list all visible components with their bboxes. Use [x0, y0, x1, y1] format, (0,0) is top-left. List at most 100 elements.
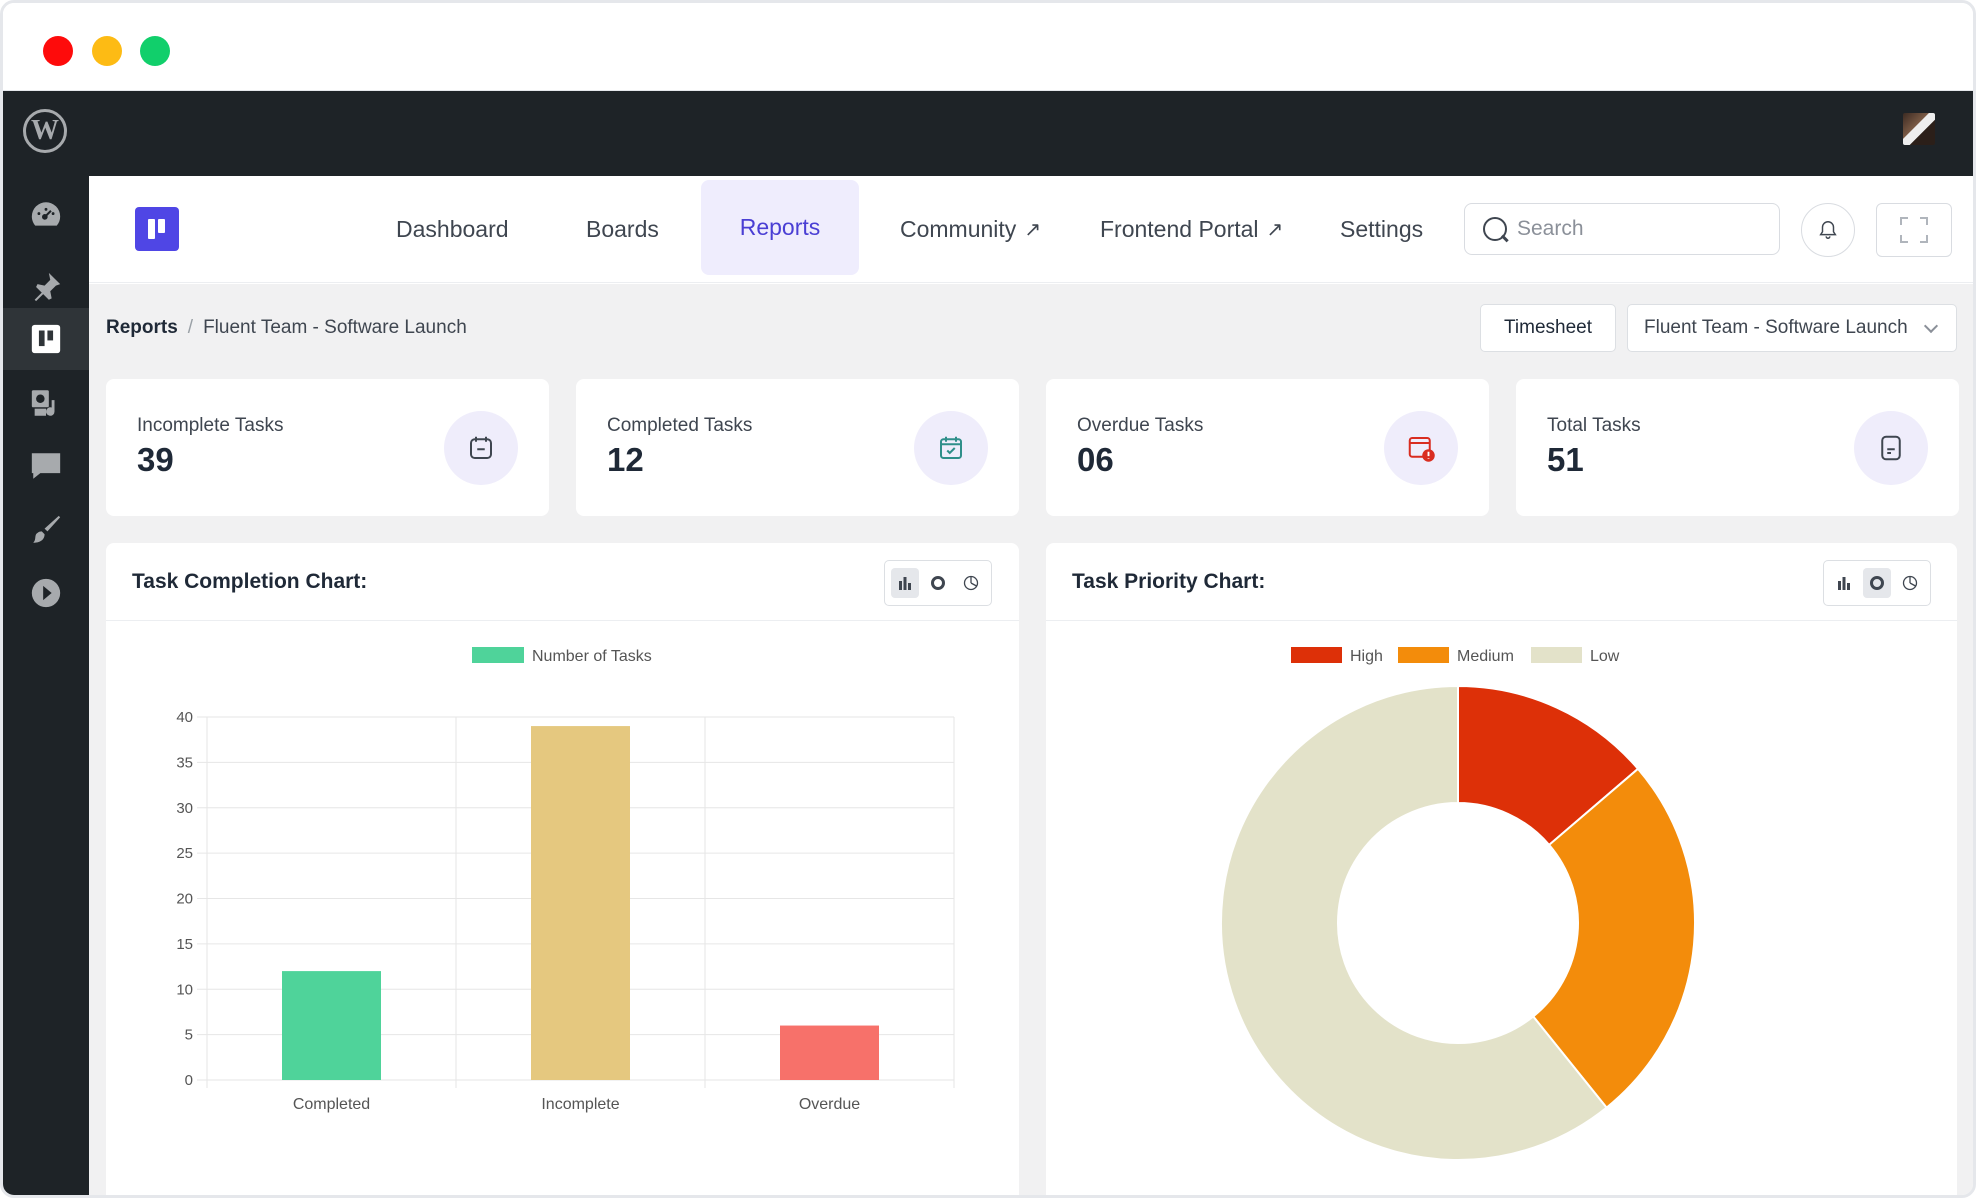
breadcrumb-current: Fluent Team - Software Launch [203, 317, 467, 338]
tab-boards[interactable]: Boards [586, 176, 659, 283]
maximize-window-button[interactable] [140, 36, 170, 66]
fullscreen-button[interactable] [1876, 203, 1952, 257]
external-link-icon: ↗ [1266, 219, 1284, 241]
stat-card-overdue: Overdue Tasks 06 [1046, 379, 1489, 516]
x-tick-label: Incomplete [541, 1096, 619, 1113]
reports-content: Reports / Fluent Team - Software Launch Ti… [89, 284, 1973, 1195]
timesheet-button[interactable]: Timesheet [1480, 304, 1616, 352]
chart-type-toggle [1823, 560, 1931, 606]
bar-overdue [780, 1025, 879, 1080]
admin-sidebar [3, 176, 89, 1195]
tab-community[interactable]: Community ↗ [900, 176, 1041, 283]
chart-type-toggle [884, 560, 992, 606]
bar-incomplete [531, 726, 630, 1080]
stat-label: Total Tasks [1547, 415, 1641, 436]
doughnut-chart-toggle[interactable] [1862, 568, 1891, 598]
sidebar-item-posts[interactable] [3, 256, 89, 318]
task-priority-chart-card: Task Priority Chart: High Medium Low [1046, 543, 1957, 1195]
calendar-alert-icon [1384, 411, 1458, 485]
avatar[interactable] [1903, 113, 1935, 145]
gauge-icon [31, 202, 61, 226]
tab-community-label: Community [900, 216, 1017, 242]
fullscreen-icon [1900, 217, 1928, 243]
search-icon [1483, 217, 1507, 241]
tab-reports[interactable]: Reports [701, 180, 859, 275]
task-completion-bar-chart: Number of Tasks 0 5 10 15 20 25 30 35 40 Completed… [176, 647, 955, 1113]
chart-header: Task Completion Chart: [106, 543, 1019, 621]
legend-label: Number of Tasks [532, 648, 652, 665]
y-tick-label: 10 [176, 981, 193, 998]
legend-swatch [1291, 647, 1342, 663]
legend-swatch [472, 647, 524, 663]
calendar-minus-icon [444, 411, 518, 485]
notifications-button[interactable] [1801, 203, 1855, 257]
y-tick-label: 35 [176, 754, 193, 771]
external-link-icon: ↗ [1024, 219, 1042, 241]
legend-label: Low [1590, 648, 1620, 665]
window-titlebar [3, 3, 1973, 91]
legend-swatch [1531, 647, 1582, 663]
play-circle-icon [31, 578, 61, 608]
calendar-check-icon [914, 411, 988, 485]
sidebar-item-fluent-boards[interactable] [3, 308, 89, 370]
admin-bar: W [3, 91, 1973, 176]
stat-value: 12 [607, 441, 644, 478]
chart-header: Task Priority Chart: [1046, 543, 1957, 621]
close-window-button[interactable] [43, 36, 73, 66]
legend-swatch [1398, 647, 1449, 663]
pie-chart-toggle[interactable] [1896, 568, 1924, 598]
tab-frontend-portal[interactable]: Frontend Portal ↗ [1100, 176, 1283, 283]
pin-icon [34, 272, 61, 302]
search-input[interactable] [1517, 217, 1757, 241]
y-tick-label: 30 [176, 800, 193, 817]
chevron-down-icon [1923, 318, 1939, 334]
bar-chart-icon [899, 577, 912, 590]
board-select[interactable]: Fluent Team - Software Launch [1627, 304, 1957, 352]
breadcrumb-root-link[interactable]: Reports [106, 317, 178, 338]
chart-title: Task Priority Chart: [1072, 570, 1266, 593]
bar-chart-icon [1838, 577, 1851, 590]
search-box[interactable] [1464, 203, 1780, 255]
stat-label: Overdue Tasks [1077, 415, 1204, 436]
minimize-window-button[interactable] [92, 36, 122, 66]
doughnut-chart-toggle[interactable] [924, 568, 952, 598]
x-tick-label: Overdue [799, 1096, 860, 1113]
bar-chart-toggle[interactable] [891, 568, 920, 598]
fluent-boards-logo[interactable] [135, 207, 179, 251]
bar-chart-toggle[interactable] [1830, 568, 1858, 598]
breadcrumb-separator: / [187, 317, 194, 338]
stat-label: Incomplete Tasks [137, 415, 284, 436]
sidebar-item-plugins[interactable] [3, 562, 89, 624]
pie-chart-toggle[interactable] [957, 568, 985, 598]
y-tick-label: 20 [176, 891, 193, 908]
brush-icon [33, 515, 61, 543]
tab-dashboard-label: Dashboard [396, 216, 509, 242]
sidebar-item-dashboard[interactable] [3, 184, 89, 246]
media-icon [31, 390, 55, 416]
tab-frontend-portal-label: Frontend Portal [1100, 216, 1259, 242]
comment-icon [31, 453, 61, 479]
y-tick-label: 5 [185, 1027, 193, 1044]
y-tick-label: 15 [176, 936, 193, 953]
legend-label: Medium [1457, 648, 1514, 665]
sidebar-item-media[interactable] [3, 372, 89, 434]
stat-card-completed: Completed Tasks 12 [576, 379, 1019, 516]
y-tick-label: 25 [176, 845, 193, 862]
tab-dashboard[interactable]: Dashboard [396, 176, 509, 283]
pie-chart-icon [1902, 575, 1917, 591]
sidebar-item-comments[interactable] [3, 435, 89, 497]
stat-card-incomplete: Incomplete Tasks 39 [106, 379, 549, 516]
chart-title: Task Completion Chart: [132, 570, 368, 593]
tab-settings[interactable]: Settings [1340, 176, 1423, 283]
board-select-value: Fluent Team - Software Launch [1644, 317, 1908, 338]
wordpress-logo-icon[interactable]: W [23, 109, 67, 153]
sidebar-item-appearance[interactable] [3, 499, 89, 561]
doughnut-chart-icon [1869, 576, 1884, 590]
stat-value: 39 [137, 441, 174, 478]
slice-medium [1531, 767, 1696, 1110]
document-icon [1854, 411, 1928, 485]
slice-low [1220, 684, 1608, 1161]
tab-settings-label: Settings [1340, 216, 1424, 242]
tab-reports-label: Reports [739, 214, 821, 240]
